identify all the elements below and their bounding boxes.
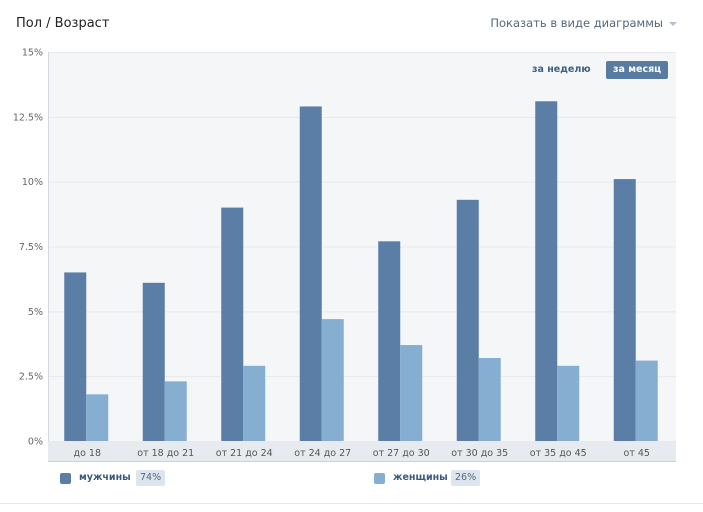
x-tick-label: от 30 до 35 [451, 448, 508, 459]
x-tick-label: от 35 до 45 [530, 448, 587, 459]
x-tick-label: от 18 до 21 [137, 448, 194, 459]
y-tick-label: 5% [28, 307, 43, 318]
x-axis-band [48, 441, 676, 462]
y-tick-label: 15% [22, 48, 43, 59]
x-tick-label: до 18 [74, 448, 102, 459]
x-tick-label: от 21 до 24 [216, 448, 273, 459]
page-title: Пол / Возраст [16, 16, 110, 31]
show-as-diagram-link[interactable]: Показать в виде диаграммы [490, 16, 677, 30]
show-as-diagram-label: Показать в виде диаграммы [490, 16, 663, 30]
bar-men [64, 272, 87, 441]
bar-men [456, 199, 479, 441]
bar-men [142, 282, 165, 441]
x-tick-label: от 27 до 30 [373, 448, 430, 459]
bar-men [378, 241, 401, 441]
legend-men-percent: 74% [136, 470, 166, 486]
legend-women-label: женщины [393, 472, 448, 483]
bar-women [321, 319, 344, 441]
bar-women [400, 345, 423, 441]
y-tick-label: 12.5% [13, 112, 43, 123]
bar-men [535, 101, 558, 442]
bar-men [613, 179, 636, 441]
bar-women [557, 365, 580, 441]
x-tick-label: от 45 [624, 448, 650, 459]
bar-women [164, 381, 187, 441]
legend-men-label: мужчины [79, 472, 131, 483]
legend-women-swatch [374, 473, 385, 484]
bar-women [478, 358, 501, 441]
y-tick-label: 2.5% [19, 372, 43, 383]
legend-women-percent: 26% [451, 470, 481, 486]
bar-women [635, 360, 658, 441]
bar-men [299, 106, 322, 442]
bar-women [243, 365, 266, 441]
y-tick-label: 10% [22, 177, 43, 188]
legend-men-swatch [60, 473, 71, 484]
bar-men [221, 207, 244, 441]
period-month-tab[interactable]: за месяц [606, 61, 669, 79]
bar-women [86, 394, 109, 441]
bottom-divider [0, 503, 703, 504]
y-tick-label: 0% [28, 437, 43, 448]
chevron-down-icon [669, 21, 677, 26]
x-tick-label: от 24 до 27 [294, 448, 351, 459]
period-week-tab[interactable]: за неделю [532, 64, 591, 75]
y-tick-label: 7.5% [19, 242, 43, 253]
